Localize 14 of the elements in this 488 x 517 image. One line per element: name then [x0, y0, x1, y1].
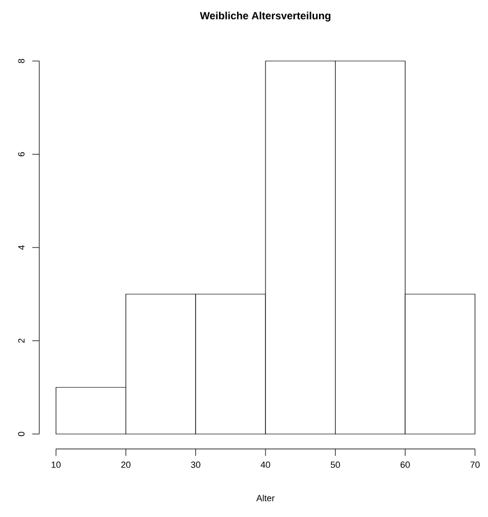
x-tick-label: 60 — [400, 462, 410, 468]
y-tick-label: 6 — [18, 152, 24, 156]
x-tick-label: 40 — [260, 462, 270, 468]
x-tick-label: 50 — [330, 462, 340, 468]
chart-title: Weibliche Altersverteilung — [200, 12, 330, 22]
x-tick-label: 10 — [52, 462, 61, 468]
x-tick-label: 70 — [470, 462, 480, 468]
x-tick-label: 20 — [121, 462, 130, 468]
x-axis-title: Alter — [256, 494, 275, 502]
y-tick-label: 4 — [18, 245, 24, 250]
y-tick-label: 2 — [18, 338, 24, 343]
y-tick-label: 0 — [18, 432, 24, 436]
x-tick-label: 30 — [191, 462, 200, 468]
y-tick-label: 8 — [18, 58, 24, 64]
